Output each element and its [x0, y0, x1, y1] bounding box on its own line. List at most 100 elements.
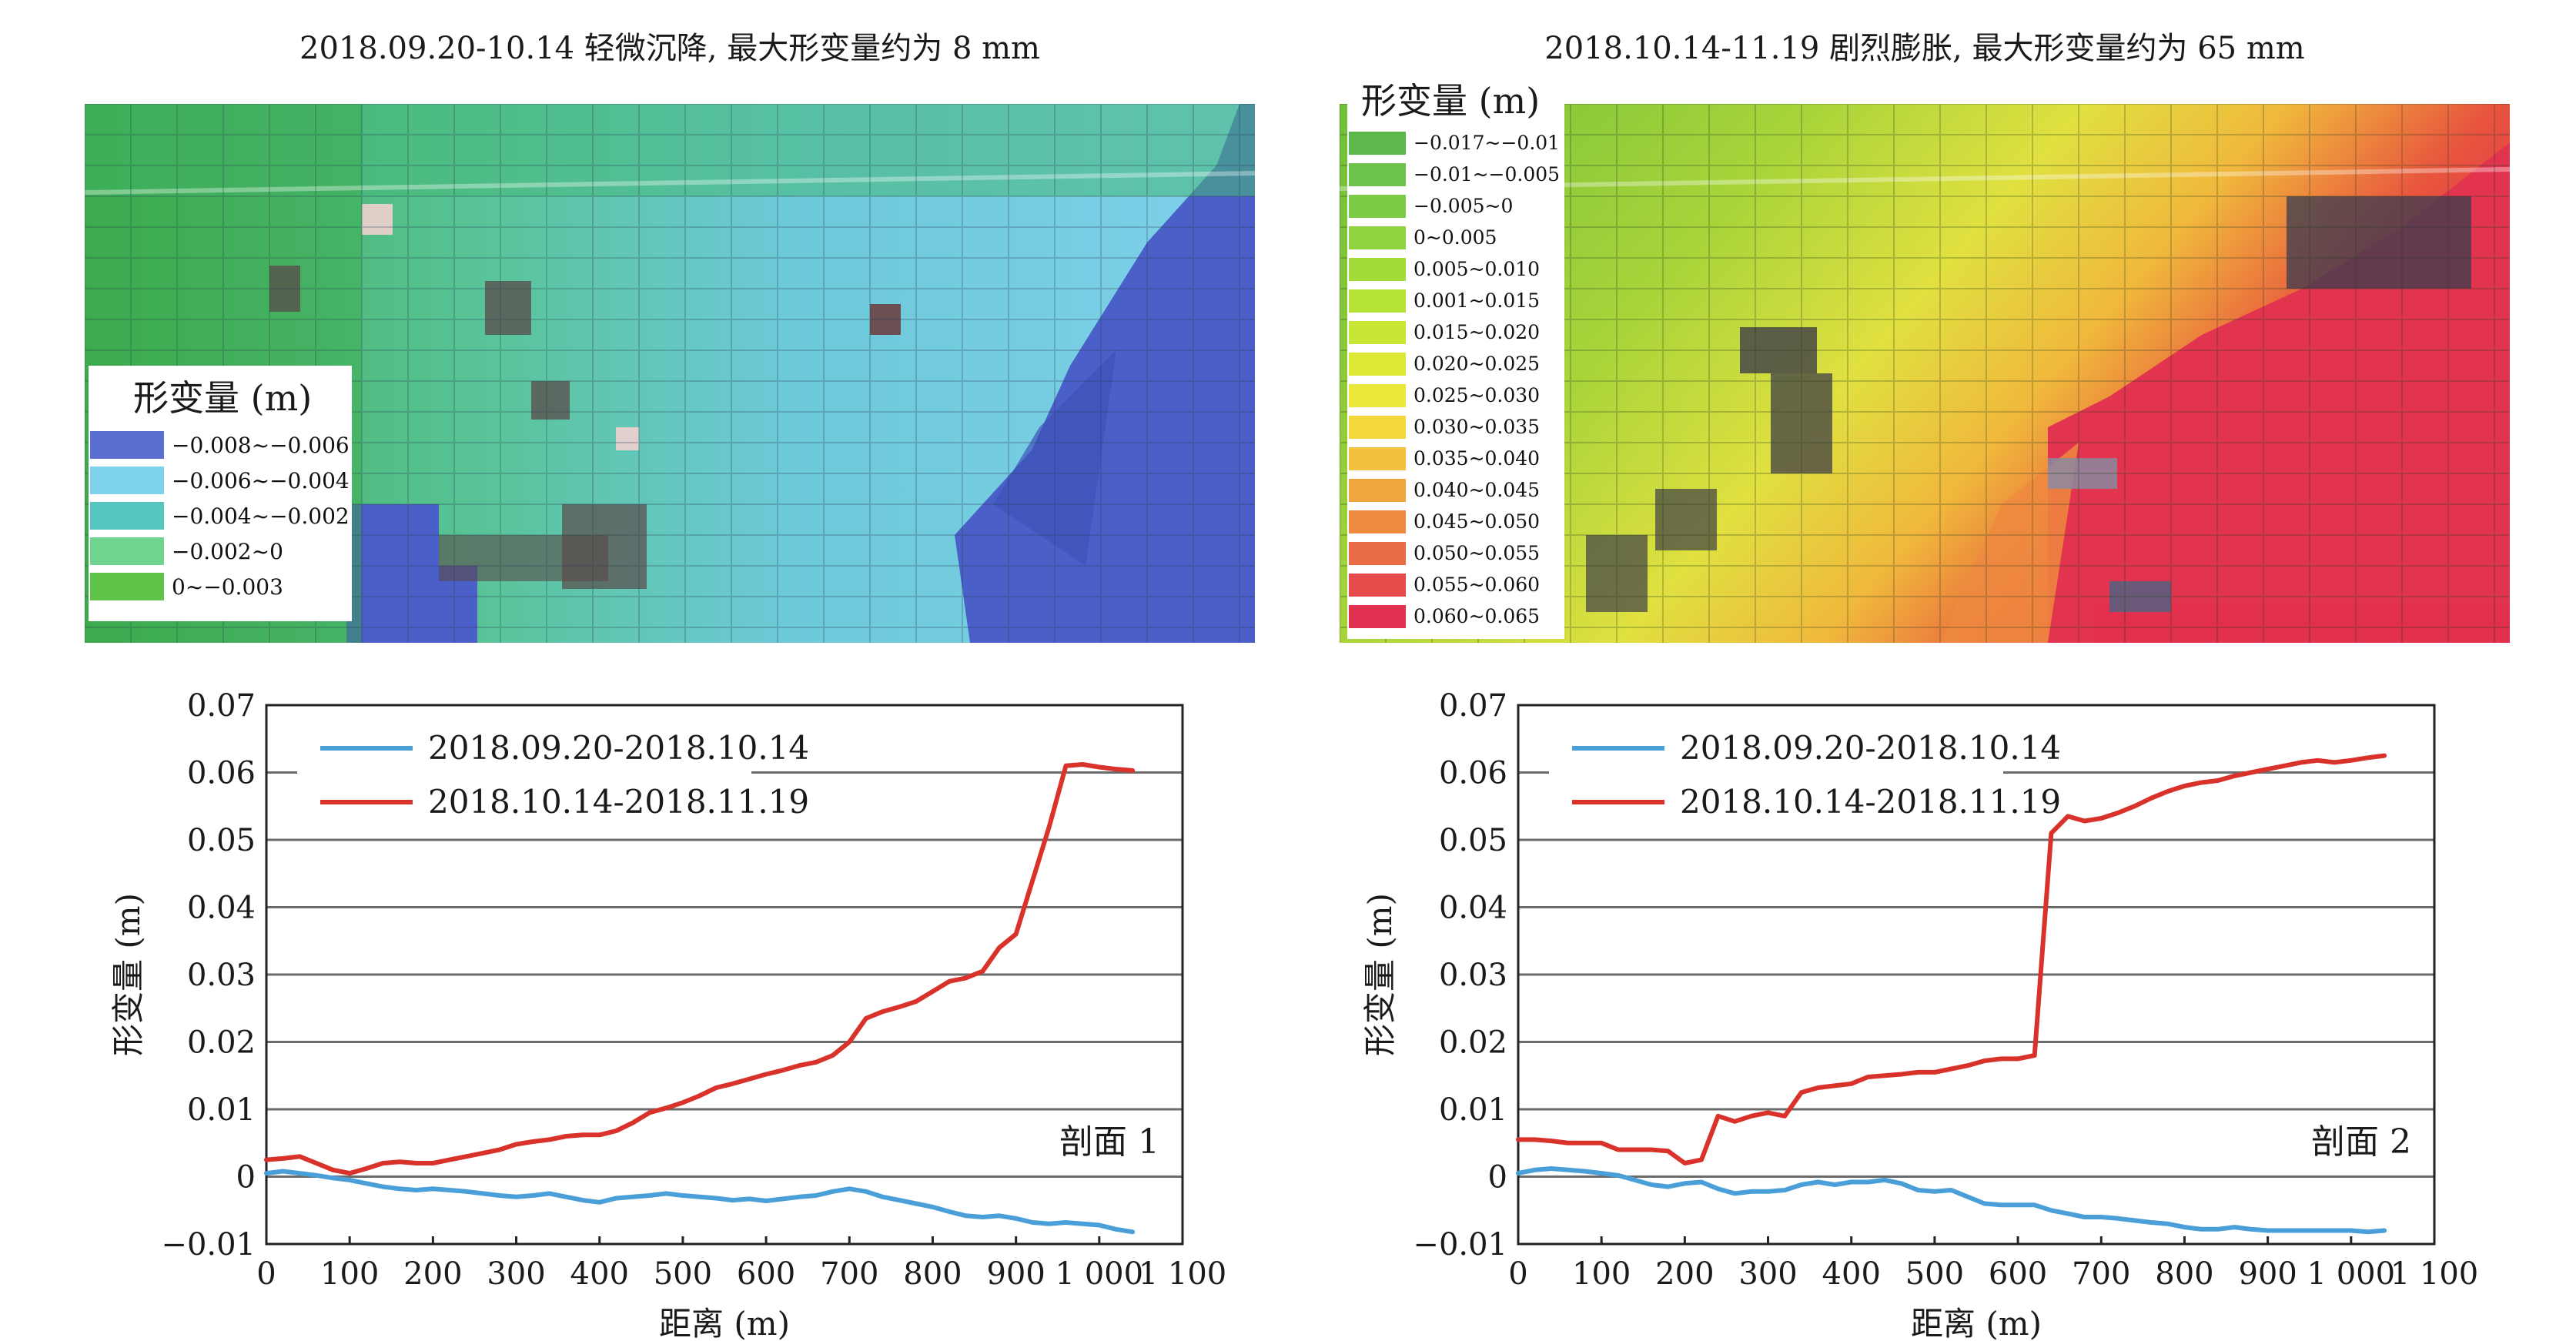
right-legend-swatch — [1347, 192, 1407, 219]
right-legend-rows: −0.017~−0.01 −0.01~−0.005 −0.005~0 0~0.005 0… — [1347, 127, 1564, 632]
right-legend-title: 形变量 (m) — [1361, 80, 1541, 122]
right-legend-label: 0.050~0.055 — [1413, 542, 1541, 564]
left-map-legend: 形变量 (m) −0.008~−0.006 −0.006~−0.004 −0.004… — [89, 366, 352, 621]
right-legend-swatch — [1347, 508, 1407, 535]
x-tick-label: 0 — [256, 1256, 276, 1292]
left-legend-item: −0.008~−0.006 — [89, 427, 352, 463]
legend-label: 2018.09.20-2018.10.14 — [428, 729, 809, 767]
right-legend-swatch — [1347, 224, 1407, 251]
profile-annotation: 剖面 1 — [1059, 1122, 1159, 1162]
x-tick-label: 500 — [1905, 1256, 1964, 1292]
series-line-2 — [1516, 753, 2387, 1165]
x-tick-label: 800 — [2155, 1256, 2213, 1292]
y-tick-label: 0.05 — [1439, 823, 1507, 858]
right-legend-item: −0.005~0 — [1347, 190, 1564, 222]
series-line-1 — [264, 1169, 1136, 1235]
right-legend-swatch — [1347, 445, 1407, 472]
y-tick-label: 0.03 — [1439, 958, 1507, 993]
left-legend-rows: −0.008~−0.006 −0.006~−0.004 −0.004~−0.002 −… — [89, 427, 352, 604]
x-tick-label: 100 — [320, 1256, 379, 1292]
y-tick-label: 0.07 — [1439, 688, 1507, 724]
y-tick-label: 0 — [1488, 1160, 1507, 1196]
right-legend-item: 0.050~0.055 — [1347, 537, 1564, 569]
profile-annotation: 剖面 2 — [2311, 1122, 2411, 1162]
y-tick-label: 0.07 — [187, 688, 256, 724]
right-legend-item: 0.005~0.010 — [1347, 253, 1564, 285]
right-legend-item: 0.055~0.060 — [1347, 569, 1564, 600]
y-tick-label: 0.06 — [187, 756, 256, 791]
left-legend-label: −0.008~−0.006 — [172, 432, 350, 458]
right-legend-item: 0.025~0.030 — [1347, 380, 1564, 411]
right-legend-swatch — [1347, 319, 1407, 346]
right-legend-swatch — [1347, 287, 1407, 314]
series-line-2 — [264, 762, 1136, 1176]
y-tick-label: 0.02 — [187, 1025, 256, 1061]
plot-frame — [1517, 704, 2436, 1246]
right-legend-item: 0.015~0.020 — [1347, 316, 1564, 348]
right-legend-label: 0.055~0.060 — [1413, 574, 1541, 596]
x-tick-label: 200 — [403, 1256, 462, 1292]
left-legend-item: −0.006~−0.004 — [89, 463, 352, 498]
x-tick-label: 500 — [654, 1256, 712, 1292]
right-legend-item: 0.040~0.045 — [1347, 474, 1564, 506]
right-legend-label: −0.005~0 — [1413, 195, 1514, 217]
x-tick-label: 400 — [570, 1256, 629, 1292]
y-tick-label: −0.01 — [1413, 1227, 1507, 1262]
x-tick-label: 400 — [1822, 1256, 1881, 1292]
left-legend-swatch — [89, 465, 166, 496]
legend-label: 2018.10.14-2018.11.19 — [428, 783, 809, 821]
right-map-title: 2018.10.14-11.19 剧烈膨胀, 最大形变量约为 65 mm — [1544, 31, 2305, 66]
right-legend-item: 0.045~0.050 — [1347, 506, 1564, 537]
right-legend-label: 0.005~0.010 — [1413, 258, 1541, 280]
right-legend-item: −0.017~−0.01 — [1347, 127, 1564, 159]
x-tick-label: 700 — [2072, 1256, 2130, 1292]
right-legend-label: 0.015~0.020 — [1413, 321, 1541, 343]
x-tick-label: 0 — [1508, 1256, 1527, 1292]
left-legend-item: −0.002~0 — [89, 533, 352, 569]
right-legend-label: 0.035~0.040 — [1413, 447, 1541, 470]
right-legend-item: 0.030~0.035 — [1347, 411, 1564, 443]
left-legend-label: −0.006~−0.004 — [172, 467, 350, 493]
right-legend-label: −0.01~−0.005 — [1413, 163, 1561, 186]
x-axis-label: 距离 (m) — [1911, 1305, 2042, 1341]
left-legend-label: −0.004~−0.002 — [172, 503, 350, 529]
x-tick-label: 600 — [737, 1256, 795, 1292]
legend-label: 2018.10.14-2018.11.19 — [1680, 783, 2061, 821]
left-legend-item: −0.004~−0.002 — [89, 498, 352, 533]
left-legend-item: 0~−0.003 — [89, 569, 352, 604]
x-tick-label: 800 — [903, 1256, 962, 1292]
x-tick-label: 1 000 — [1055, 1256, 1144, 1292]
right-legend-item: 0.001~0.015 — [1347, 285, 1564, 316]
y-tick-label: −0.01 — [161, 1227, 256, 1262]
right-map-legend: 形变量 (m) −0.017~−0.01 −0.01~−0.005 −0.005~0… — [1347, 73, 1564, 639]
y-tick-label: 0.04 — [1439, 891, 1507, 926]
right-legend-item: −0.01~−0.005 — [1347, 159, 1564, 190]
x-axis-label: 距离 (m) — [659, 1305, 790, 1341]
right-legend-item: 0~0.005 — [1347, 222, 1564, 253]
right-legend-label: −0.017~−0.01 — [1413, 132, 1561, 154]
profile-chart-2: −0.01 0 0.01 0.02 0.03 0.04 0.05 0.06 0.07 0 100 20… — [1286, 670, 2576, 1341]
right-legend-label: 0.001~0.015 — [1413, 289, 1541, 312]
plot-frame — [265, 704, 1184, 1246]
left-legend-title: 形变量 (m) — [133, 377, 313, 419]
right-legend-item: 0.060~0.065 — [1347, 600, 1564, 632]
x-tick-label: 1 100 — [1139, 1256, 1227, 1292]
y-tick-label: 0.01 — [187, 1092, 256, 1128]
left-legend-swatch — [89, 571, 166, 602]
right-legend-item: 0.020~0.025 — [1347, 348, 1564, 380]
right-legend-swatch — [1347, 161, 1407, 188]
right-legend-label: 0.045~0.050 — [1413, 510, 1541, 533]
left-legend-swatch — [89, 536, 166, 567]
y-tick-label: 0.05 — [187, 823, 256, 858]
profile-chart-1: −0.01 0 0.01 0.02 0.03 0.04 0.05 0.06 0.07 0 100 20… — [0, 670, 1278, 1341]
x-tick-label: 1 000 — [2307, 1256, 2396, 1292]
right-legend-swatch — [1347, 350, 1407, 377]
right-legend-label: 0.030~0.035 — [1413, 416, 1541, 438]
right-legend-label: 0.060~0.065 — [1413, 605, 1541, 627]
right-legend-swatch — [1347, 571, 1407, 598]
right-legend-swatch — [1347, 603, 1407, 630]
right-legend-swatch — [1347, 413, 1407, 440]
right-legend-swatch — [1347, 477, 1407, 503]
y-axis-label: 形变量 (m) — [1361, 893, 1399, 1056]
